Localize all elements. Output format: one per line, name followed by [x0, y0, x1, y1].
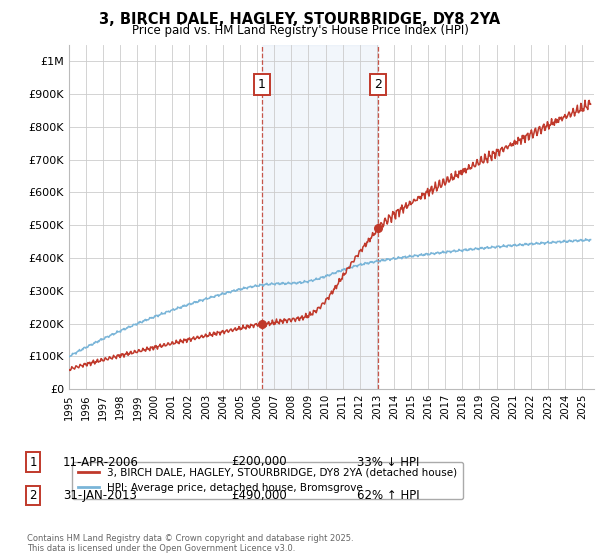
- Legend: 3, BIRCH DALE, HAGLEY, STOURBRIDGE, DY8 2YA (detached house), HPI: Average price: 3, BIRCH DALE, HAGLEY, STOURBRIDGE, DY8 …: [71, 461, 463, 500]
- Text: 33% ↓ HPI: 33% ↓ HPI: [357, 455, 419, 469]
- Text: 31-JAN-2013: 31-JAN-2013: [63, 489, 137, 502]
- Text: 3, BIRCH DALE, HAGLEY, STOURBRIDGE, DY8 2YA: 3, BIRCH DALE, HAGLEY, STOURBRIDGE, DY8 …: [100, 12, 500, 27]
- Text: Contains HM Land Registry data © Crown copyright and database right 2025.
This d: Contains HM Land Registry data © Crown c…: [27, 534, 353, 553]
- Text: 1: 1: [258, 78, 266, 91]
- Text: £490,000: £490,000: [231, 489, 287, 502]
- Text: 11-APR-2006: 11-APR-2006: [63, 455, 139, 469]
- Text: 2: 2: [29, 489, 37, 502]
- Text: Price paid vs. HM Land Registry's House Price Index (HPI): Price paid vs. HM Land Registry's House …: [131, 24, 469, 37]
- Text: 1: 1: [29, 455, 37, 469]
- Bar: [262, 45, 378, 389]
- Text: £200,000: £200,000: [231, 455, 287, 469]
- Text: 2: 2: [374, 78, 382, 91]
- Text: 62% ↑ HPI: 62% ↑ HPI: [357, 489, 419, 502]
